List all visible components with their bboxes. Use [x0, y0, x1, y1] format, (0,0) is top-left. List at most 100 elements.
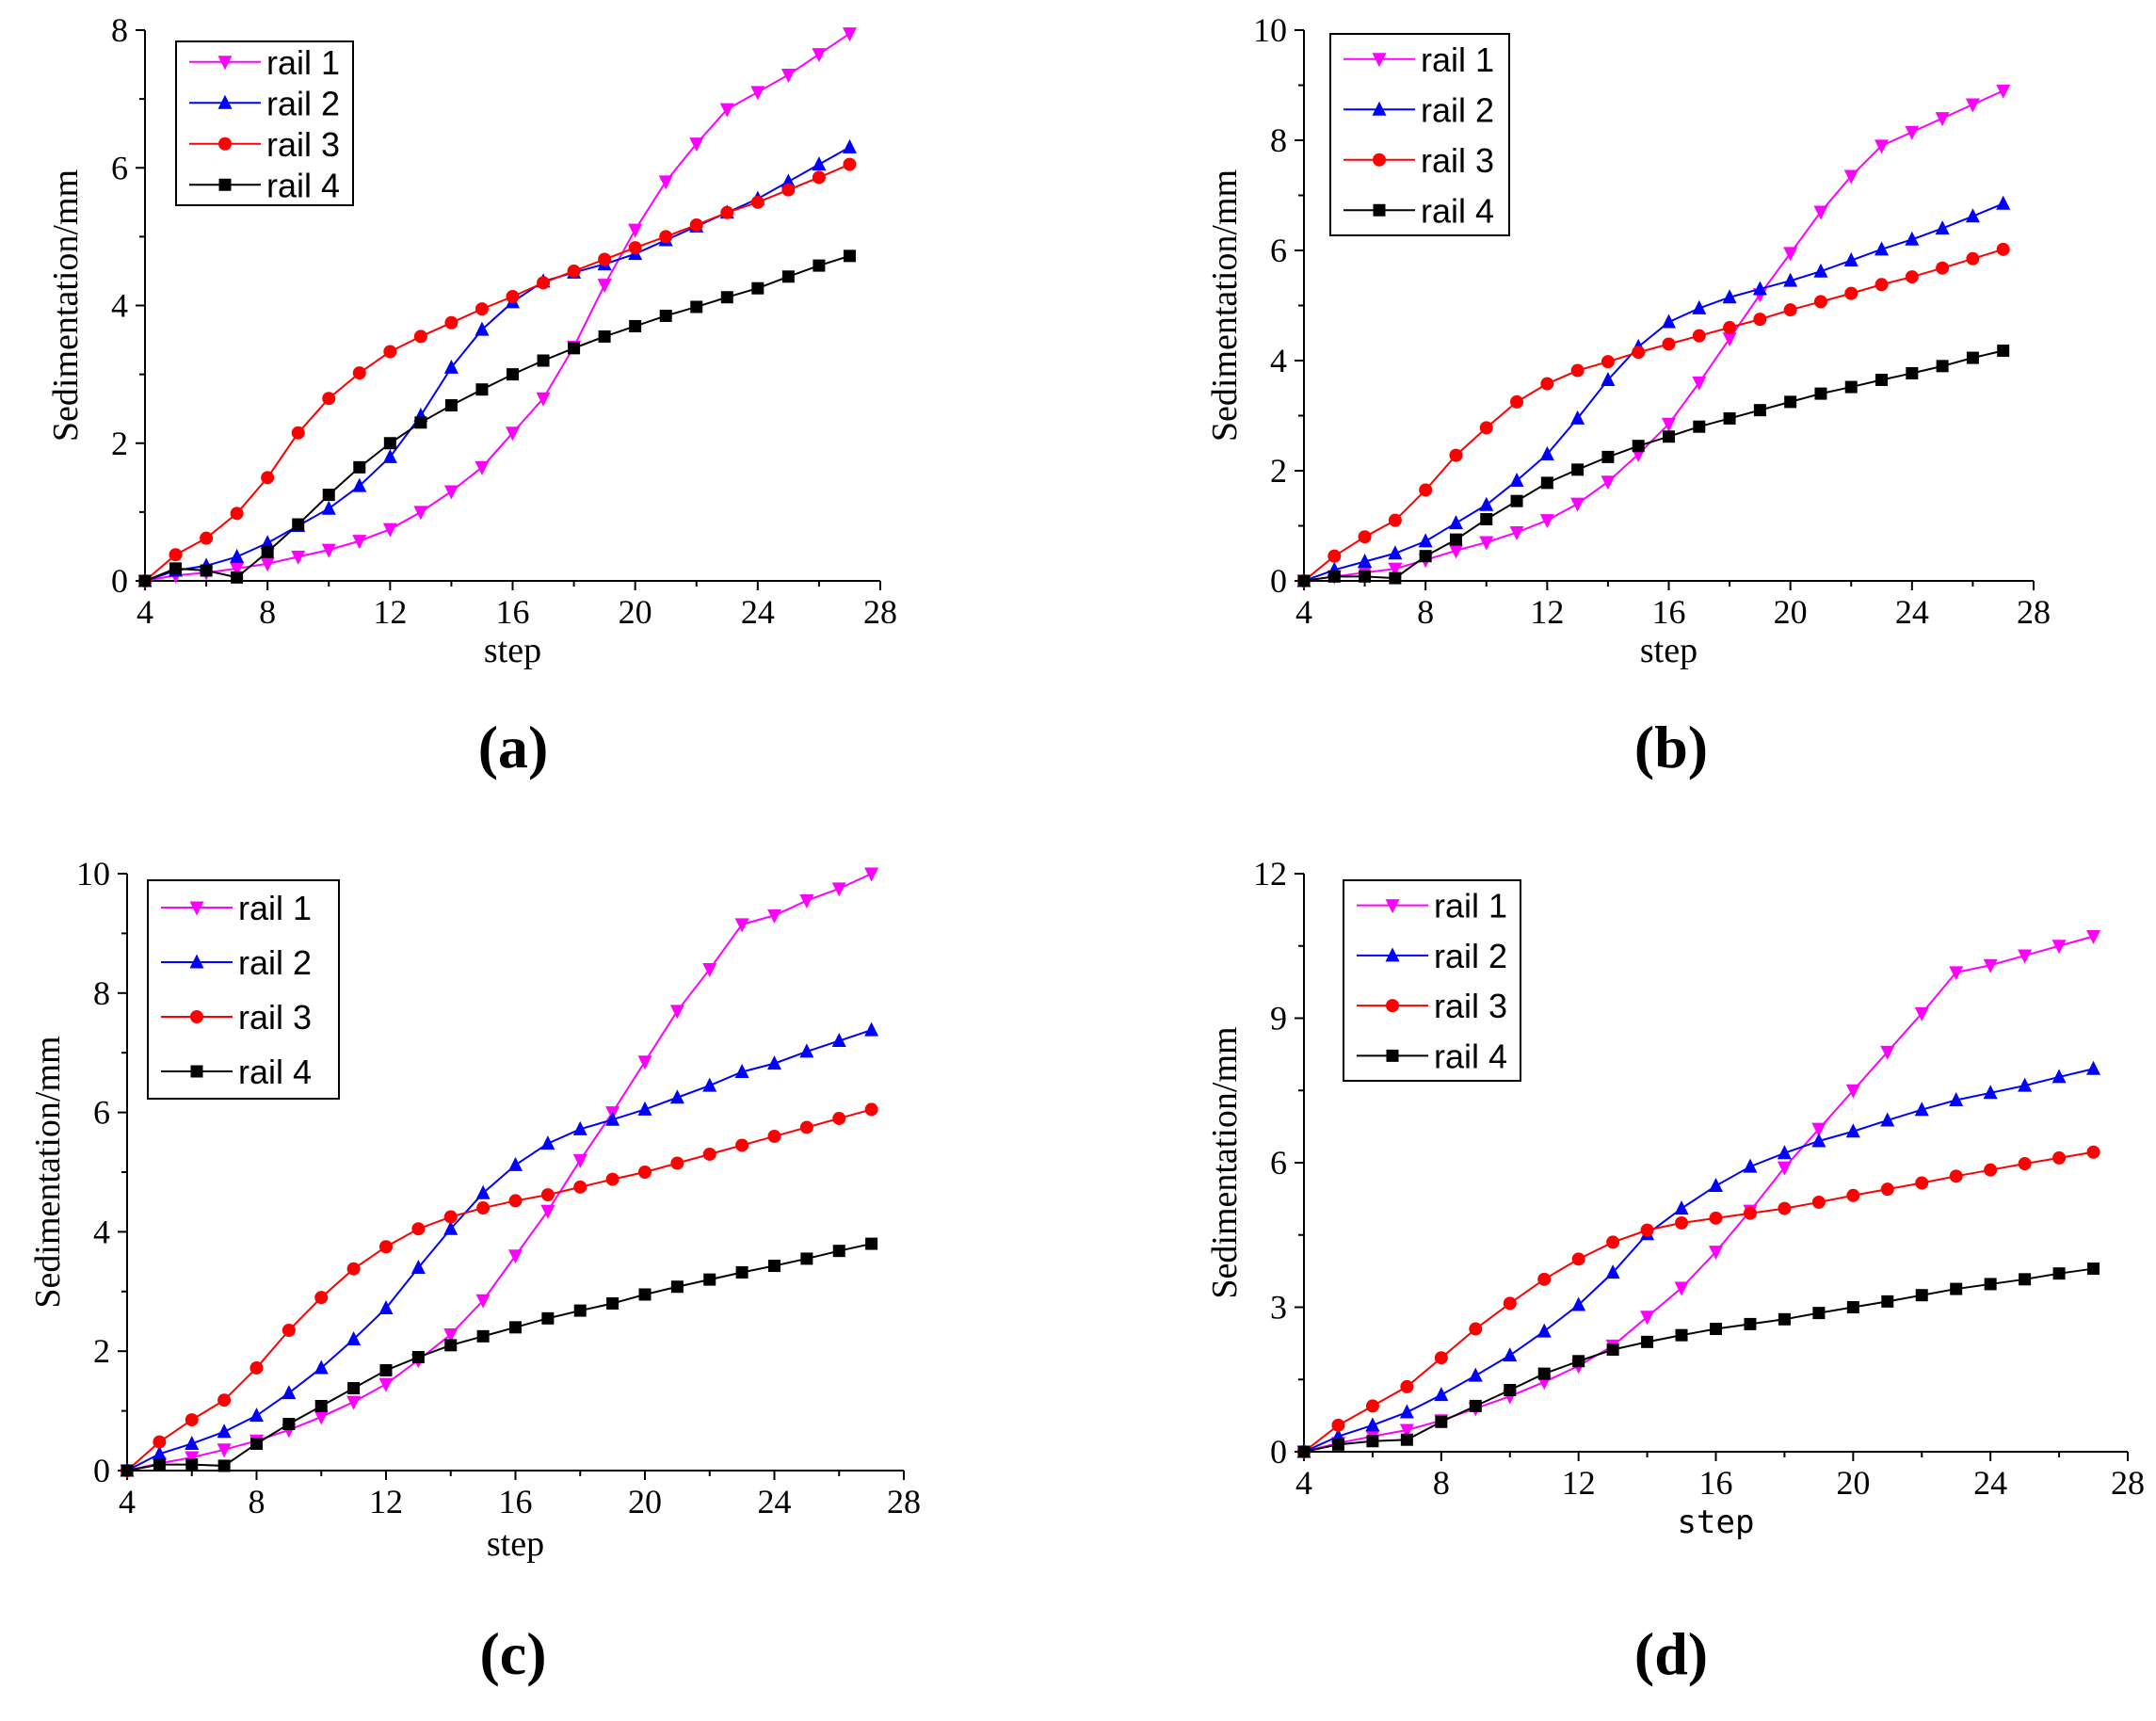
legend-swatch-marker: [190, 1010, 203, 1023]
data-point: [413, 506, 428, 521]
data-point: [1843, 169, 1858, 185]
data-point: [1448, 515, 1463, 530]
data-point: [1448, 544, 1463, 559]
data-point: [217, 1423, 232, 1439]
chart-panel-3: 4 8 12 16 20 24 280246810stepSedimentation/mmr…: [28, 855, 921, 1687]
data-point: [1503, 1296, 1517, 1311]
data-point: [346, 1262, 361, 1276]
data-point: [1752, 281, 1767, 296]
data-point: [443, 485, 459, 500]
data-point: [1537, 1367, 1551, 1380]
data-point: [1874, 241, 1890, 256]
data-point: [767, 909, 781, 924]
legend: rail 1 rail 2 rail 3 rail 4: [147, 879, 340, 1100]
y-tick-label: 4: [111, 287, 128, 325]
legend-swatch-marker: [190, 1065, 203, 1078]
legend-label: rail 1: [266, 43, 340, 82]
data-point: [282, 1324, 296, 1338]
data-point: [291, 426, 305, 440]
data-point: [2051, 1069, 2067, 1084]
data-point: [1570, 363, 1585, 378]
data-point: [1936, 360, 1949, 373]
data-point: [659, 309, 672, 322]
data-point: [1709, 1246, 1723, 1261]
data-point: [379, 1240, 393, 1254]
data-point: [1400, 1379, 1414, 1393]
chart-panel-4: 4 8 12 16 20 24 28 0 3 6 9 12 step Sedimentation/mm ra…: [1205, 855, 2145, 1687]
data-point: [2052, 1267, 2066, 1280]
data-point: [842, 138, 857, 153]
data-point: [799, 894, 814, 909]
data-point: [250, 1437, 263, 1450]
data-point: [1915, 1289, 1928, 1302]
series-line: [1303, 1267, 2094, 1453]
data-point: [1744, 1317, 1757, 1330]
data-point: [767, 1129, 781, 1143]
data-point: [1570, 497, 1585, 512]
legend-label: rail 3: [1421, 141, 1494, 180]
data-point: [1297, 574, 1311, 587]
data-point: [1480, 512, 1493, 525]
data-point: [443, 1210, 458, 1224]
y-tick-label: 2: [1270, 452, 1287, 490]
legend-label: rail 4: [1421, 191, 1494, 230]
data-point: [508, 1194, 523, 1208]
data-point: [410, 1259, 426, 1274]
data-point: [605, 1172, 619, 1186]
data-point: [383, 345, 397, 359]
data-point: [780, 69, 796, 84]
legend-swatch-marker: [218, 137, 232, 151]
data-point: [1366, 1435, 1379, 1448]
data-point: [1537, 1323, 1552, 1338]
data-point: [185, 1451, 200, 1466]
data-point: [475, 383, 489, 396]
data-point: [1722, 332, 1737, 347]
data-point: [572, 1120, 587, 1135]
data-point: [475, 1184, 491, 1199]
data-point: [1723, 411, 1736, 425]
y-tick-label: 8: [93, 974, 110, 1012]
data-point: [443, 1327, 459, 1343]
data-point: [1663, 430, 1675, 443]
legend-swatch-marker: [1373, 153, 1386, 167]
legend-box: [147, 879, 340, 1100]
data-point: [540, 1135, 555, 1150]
data-point: [1880, 1045, 1895, 1060]
series-2: [1296, 195, 2011, 587]
y-tick-label: 2: [93, 1332, 110, 1370]
data-point: [230, 548, 245, 563]
data-point: [1327, 549, 1342, 563]
data-point: [1984, 1278, 1997, 1291]
data-point: [1469, 1399, 1482, 1412]
data-point: [1601, 475, 1616, 491]
data-point: [1813, 295, 1827, 309]
data-point: [2052, 1150, 2067, 1165]
data-point: [383, 437, 396, 450]
panel-label: (a): [478, 714, 549, 780]
data-point: [1880, 1112, 1895, 1127]
y-tick-label: 4: [1270, 342, 1287, 379]
data-point: [230, 562, 245, 577]
y-tick-label: 6: [93, 1094, 110, 1132]
data-point: [1510, 494, 1523, 507]
data-point: [1641, 1335, 1654, 1348]
data-point: [637, 1055, 652, 1070]
x-tick-label: 8: [259, 593, 276, 631]
data-point: [767, 1055, 781, 1070]
data-point: [1996, 195, 2011, 210]
data-point: [321, 543, 336, 558]
data-point: [1632, 346, 1646, 360]
data-point: [1722, 289, 1737, 304]
data-point: [1843, 252, 1858, 267]
data-point: [169, 548, 183, 562]
data-point: [1905, 231, 1920, 246]
data-point: [597, 279, 612, 294]
data-point: [352, 477, 367, 492]
data-point: [1331, 1438, 1344, 1451]
data-point: [865, 1237, 878, 1250]
x-tick-label: 12: [1562, 1464, 1596, 1502]
data-point: [1692, 299, 1707, 314]
data-point: [314, 1410, 329, 1425]
data-point: [1844, 286, 1858, 300]
